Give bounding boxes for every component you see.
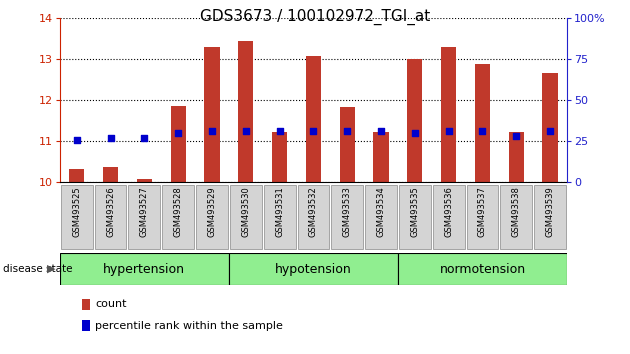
Text: GSM493538: GSM493538: [512, 186, 521, 237]
Point: [410, 130, 420, 136]
FancyBboxPatch shape: [229, 253, 398, 285]
Bar: [475, 64, 490, 182]
Text: normotension: normotension: [439, 263, 525, 275]
Point: [72, 137, 82, 142]
FancyBboxPatch shape: [500, 185, 532, 249]
Bar: [508, 132, 524, 182]
Text: percentile rank within the sample: percentile rank within the sample: [95, 321, 283, 331]
Text: GSM493535: GSM493535: [410, 186, 420, 237]
FancyBboxPatch shape: [264, 185, 295, 249]
Point: [511, 133, 521, 139]
FancyBboxPatch shape: [331, 185, 363, 249]
FancyBboxPatch shape: [297, 185, 329, 249]
Bar: [272, 132, 287, 182]
Text: disease state: disease state: [3, 264, 72, 274]
Point: [173, 130, 183, 136]
Point: [275, 129, 285, 134]
Text: GSM493530: GSM493530: [241, 186, 250, 237]
FancyBboxPatch shape: [230, 185, 261, 249]
Text: GSM493529: GSM493529: [207, 186, 217, 237]
Bar: [69, 169, 84, 182]
Text: GSM493528: GSM493528: [174, 186, 183, 237]
Point: [207, 129, 217, 134]
Text: ▶: ▶: [47, 264, 55, 274]
Point: [444, 129, 454, 134]
Bar: [238, 41, 253, 182]
FancyBboxPatch shape: [61, 185, 93, 249]
Bar: [441, 47, 456, 182]
FancyBboxPatch shape: [129, 185, 160, 249]
Point: [105, 135, 116, 141]
FancyBboxPatch shape: [196, 185, 228, 249]
FancyBboxPatch shape: [399, 185, 431, 249]
Text: GSM493531: GSM493531: [275, 186, 284, 237]
Text: GSM493526: GSM493526: [106, 186, 115, 237]
Text: GSM493533: GSM493533: [343, 186, 352, 237]
Text: hypotension: hypotension: [275, 263, 352, 275]
Text: GSM493525: GSM493525: [72, 186, 81, 237]
Text: GSM493539: GSM493539: [546, 186, 554, 237]
FancyBboxPatch shape: [398, 253, 567, 285]
Point: [478, 129, 488, 134]
Text: GSM493536: GSM493536: [444, 186, 453, 237]
Bar: [306, 56, 321, 182]
FancyBboxPatch shape: [534, 185, 566, 249]
Text: count: count: [95, 299, 127, 309]
Text: GSM493532: GSM493532: [309, 186, 318, 237]
Bar: [204, 47, 220, 182]
FancyBboxPatch shape: [467, 185, 498, 249]
Text: hypertension: hypertension: [103, 263, 185, 275]
Text: GSM493537: GSM493537: [478, 186, 487, 237]
Point: [376, 129, 386, 134]
Bar: [407, 59, 423, 182]
Bar: [374, 132, 389, 182]
Point: [241, 129, 251, 134]
FancyBboxPatch shape: [94, 185, 127, 249]
FancyBboxPatch shape: [365, 185, 397, 249]
Point: [139, 135, 149, 141]
Text: GDS3673 / 100102972_TGI_at: GDS3673 / 100102972_TGI_at: [200, 9, 430, 25]
Bar: [340, 107, 355, 182]
Point: [342, 129, 352, 134]
Bar: [171, 106, 186, 182]
Bar: [137, 179, 152, 182]
Point: [308, 129, 318, 134]
Text: GSM493534: GSM493534: [377, 186, 386, 237]
Bar: [542, 73, 558, 182]
Text: GSM493527: GSM493527: [140, 186, 149, 237]
FancyBboxPatch shape: [60, 253, 229, 285]
Bar: [103, 167, 118, 182]
FancyBboxPatch shape: [433, 185, 464, 249]
FancyBboxPatch shape: [163, 185, 194, 249]
Point: [545, 129, 555, 134]
